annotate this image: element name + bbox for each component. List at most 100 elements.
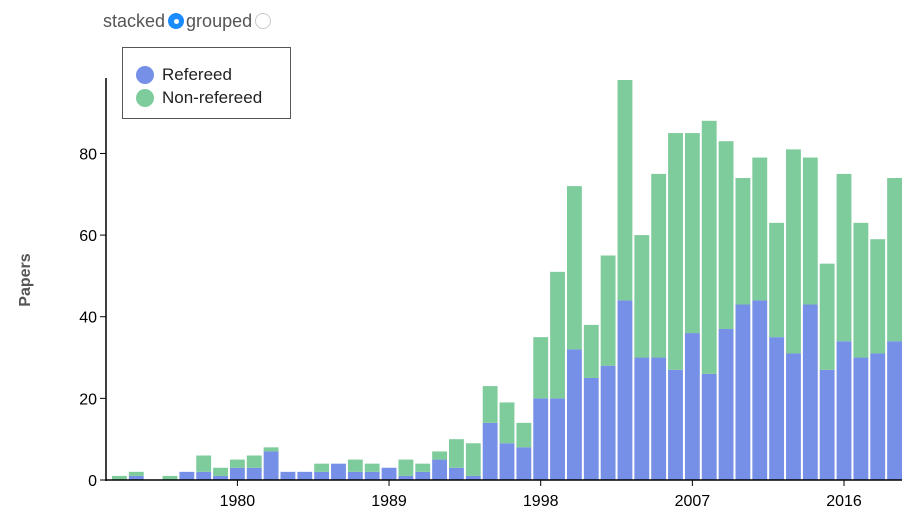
bar-refereed-2016[interactable] bbox=[836, 341, 852, 480]
bar-non-refereed-1995[interactable] bbox=[482, 386, 498, 423]
bar-non-refereed-2011[interactable] bbox=[752, 157, 768, 301]
bar-refereed-2000[interactable] bbox=[566, 349, 582, 480]
legend-label-refereed: Refereed bbox=[162, 64, 232, 84]
bar-refereed-1999[interactable] bbox=[550, 398, 565, 480]
bar-non-refereed-1988[interactable] bbox=[364, 463, 380, 472]
bar-non-refereed-1981[interactable] bbox=[246, 455, 262, 468]
bar-non-refereed-1979[interactable] bbox=[213, 467, 228, 476]
bar-refereed-1985[interactable] bbox=[314, 471, 330, 480]
bar-non-refereed-2000[interactable] bbox=[566, 186, 582, 350]
bar-refereed-1974[interactable] bbox=[128, 475, 144, 480]
bar-refereed-1984[interactable] bbox=[297, 471, 313, 480]
bar-refereed-2005[interactable] bbox=[651, 357, 667, 480]
bar-non-refereed-2014[interactable] bbox=[802, 157, 818, 305]
bar-non-refereed-1992[interactable] bbox=[432, 451, 448, 460]
bar-refereed-1981[interactable] bbox=[246, 467, 262, 480]
bar-non-refereed-1980[interactable] bbox=[229, 459, 245, 468]
bar-refereed-2001[interactable] bbox=[583, 377, 599, 480]
bar-refereed-1977[interactable] bbox=[179, 471, 195, 480]
bar-non-refereed-1976[interactable] bbox=[162, 475, 178, 480]
bar-non-refereed-1998[interactable] bbox=[533, 337, 549, 399]
bar-refereed-1993[interactable] bbox=[449, 467, 464, 480]
bar-refereed-2002[interactable] bbox=[600, 365, 616, 480]
bar-non-refereed-2007[interactable] bbox=[684, 133, 700, 334]
bar-refereed-1980[interactable] bbox=[229, 467, 245, 480]
y-tick-label-60: 60 bbox=[79, 228, 97, 245]
bar-refereed-1989[interactable] bbox=[381, 467, 397, 480]
bar-non-refereed-1978[interactable] bbox=[196, 455, 212, 472]
bar-refereed-2007[interactable] bbox=[684, 333, 700, 480]
stacked-radio[interactable] bbox=[168, 13, 185, 29]
grouped-radio[interactable] bbox=[255, 13, 272, 29]
bar-refereed-1995[interactable] bbox=[482, 422, 498, 480]
bar-refereed-2017[interactable] bbox=[853, 357, 869, 480]
bar-non-refereed-1990[interactable] bbox=[398, 459, 414, 476]
bar-non-refereed-2008[interactable] bbox=[701, 120, 717, 374]
bar-refereed-2014[interactable] bbox=[802, 304, 818, 480]
bar-non-refereed-2006[interactable] bbox=[668, 133, 683, 370]
bar-non-refereed-1997[interactable] bbox=[516, 422, 532, 448]
bar-non-refereed-2003[interactable] bbox=[617, 80, 633, 301]
bar-refereed-1982[interactable] bbox=[263, 451, 279, 480]
bar-non-refereed-2012[interactable] bbox=[769, 222, 785, 338]
bar-refereed-1988[interactable] bbox=[364, 471, 380, 480]
bar-non-refereed-1974[interactable] bbox=[128, 471, 144, 476]
bar-refereed-2012[interactable] bbox=[769, 337, 785, 480]
bar-non-refereed-2019[interactable] bbox=[887, 177, 902, 342]
bar-refereed-1978[interactable] bbox=[196, 471, 212, 480]
bar-non-refereed-2015[interactable] bbox=[819, 263, 835, 370]
bar-non-refereed-2016[interactable] bbox=[836, 173, 852, 342]
refereed-swatch bbox=[136, 65, 154, 84]
bar-refereed-1987[interactable] bbox=[347, 471, 363, 480]
bar-non-refereed-1994[interactable] bbox=[465, 443, 481, 476]
bar-refereed-1992[interactable] bbox=[432, 459, 448, 480]
bar-non-refereed-2005[interactable] bbox=[651, 173, 667, 358]
bar-refereed-2004[interactable] bbox=[634, 357, 650, 480]
bar-non-refereed-1985[interactable] bbox=[314, 463, 330, 472]
bar-refereed-2011[interactable] bbox=[752, 300, 768, 480]
bar-non-refereed-1982[interactable] bbox=[263, 447, 279, 452]
bar-non-refereed-2002[interactable] bbox=[600, 255, 616, 366]
bar-non-refereed-1987[interactable] bbox=[347, 459, 363, 472]
bar-non-refereed-2009[interactable] bbox=[718, 141, 734, 329]
bar-non-refereed-1996[interactable] bbox=[499, 402, 515, 444]
bar-refereed-2010[interactable] bbox=[735, 304, 751, 480]
bar-non-refereed-1993[interactable] bbox=[449, 439, 464, 468]
bar-non-refereed-2010[interactable] bbox=[735, 177, 751, 305]
bar-non-refereed-1973[interactable] bbox=[112, 475, 127, 480]
bar-non-refereed-2004[interactable] bbox=[634, 235, 650, 358]
bar-non-refereed-2001[interactable] bbox=[583, 324, 599, 378]
bar-refereed-2013[interactable] bbox=[786, 353, 801, 480]
bar-non-refereed-1999[interactable] bbox=[550, 271, 565, 399]
non-refereed-swatch bbox=[136, 88, 154, 107]
bar-refereed-1990[interactable] bbox=[398, 475, 414, 480]
bar-non-refereed-1991[interactable] bbox=[415, 463, 431, 472]
bar-refereed-2006[interactable] bbox=[668, 369, 683, 480]
bar-refereed-1986[interactable] bbox=[331, 463, 346, 480]
bar-refereed-2015[interactable] bbox=[819, 369, 835, 480]
layout-toggle: stacked grouped bbox=[103, 9, 273, 33]
bar-non-refereed-2013[interactable] bbox=[786, 149, 801, 354]
y-tick-label-0: 0 bbox=[88, 473, 97, 490]
grouped-label: grouped bbox=[186, 10, 253, 31]
bar-non-refereed-2018[interactable] bbox=[870, 239, 886, 354]
bar-refereed-2018[interactable] bbox=[870, 353, 886, 480]
axes-layer: 0 20 40 60 80 1980 1989 1998 2007 2016 bbox=[79, 78, 902, 510]
bar-refereed-2019[interactable] bbox=[887, 341, 902, 480]
bar-refereed-1983[interactable] bbox=[280, 471, 296, 480]
bar-refereed-1991[interactable] bbox=[415, 471, 431, 480]
bar-refereed-2008[interactable] bbox=[701, 373, 717, 480]
legend-item-refereed[interactable]: Refereed bbox=[123, 63, 290, 86]
bar-refereed-1979[interactable] bbox=[213, 475, 228, 480]
legend-item-non-refereed[interactable]: Non-refereed bbox=[123, 86, 290, 109]
bar-refereed-1997[interactable] bbox=[516, 447, 532, 480]
bar-refereed-1996[interactable] bbox=[499, 443, 515, 480]
bar-refereed-2003[interactable] bbox=[617, 300, 633, 480]
bars-layer bbox=[112, 80, 902, 480]
x-tick-label-1998: 1998 bbox=[523, 493, 559, 510]
bar-refereed-1994[interactable] bbox=[465, 475, 481, 480]
bar-refereed-1998[interactable] bbox=[533, 398, 549, 480]
bar-refereed-2009[interactable] bbox=[718, 328, 734, 480]
bar-non-refereed-2017[interactable] bbox=[853, 222, 869, 358]
